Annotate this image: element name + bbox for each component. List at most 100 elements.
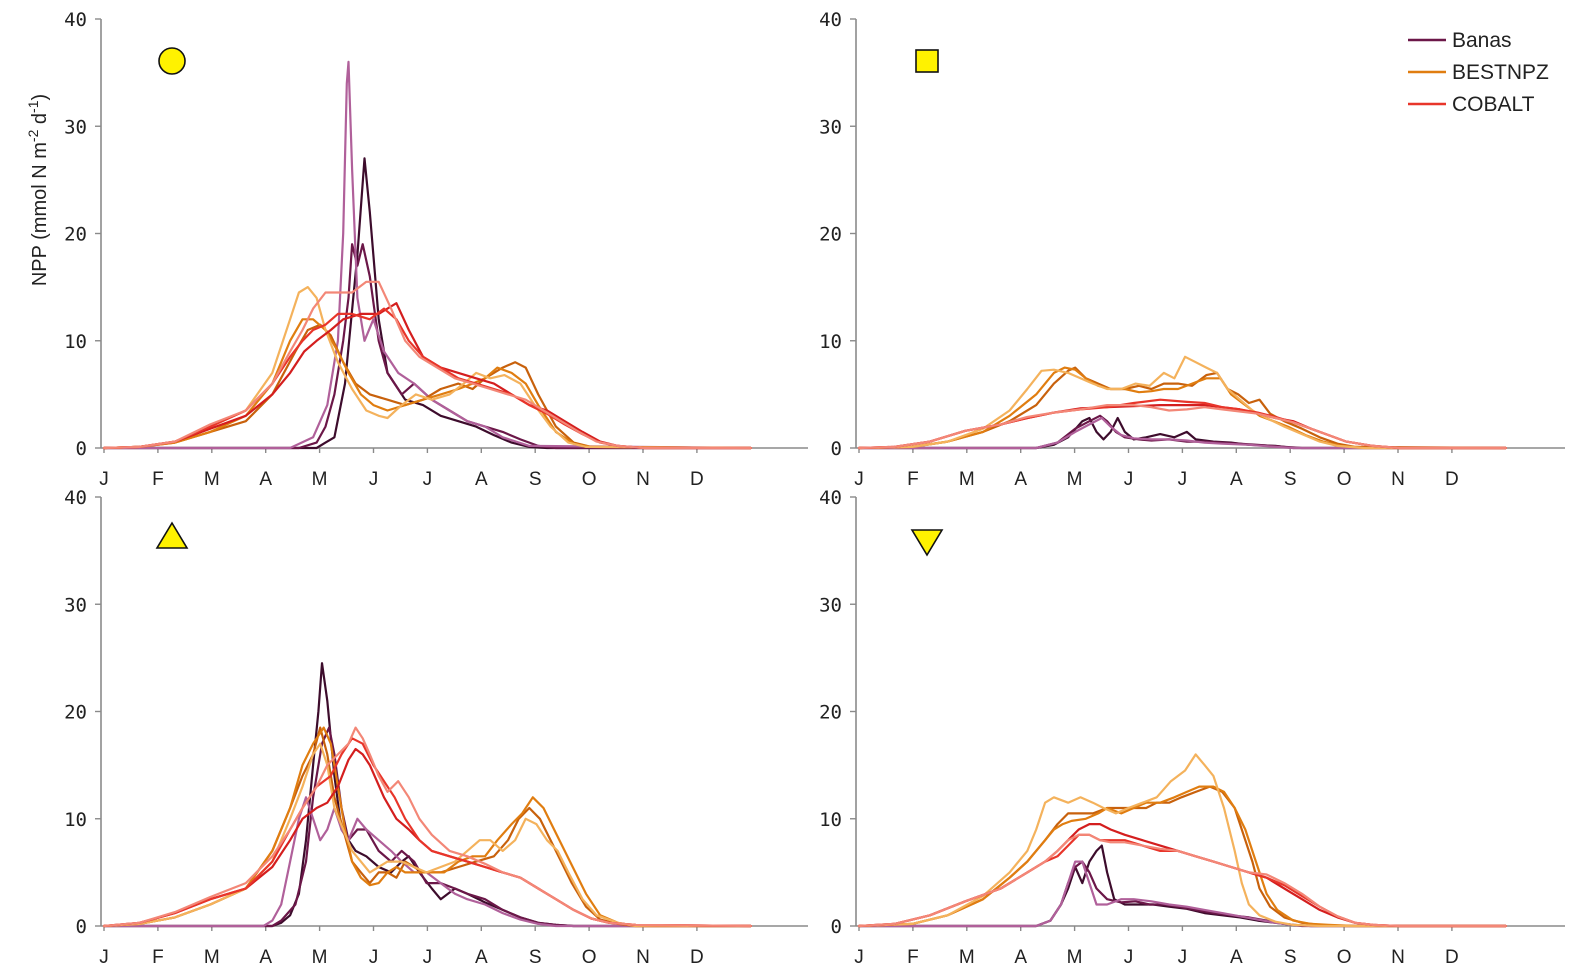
series-line-banas [102, 726, 752, 928]
series-line-bestnpz [102, 318, 752, 450]
ylabel-sup: -2 [25, 129, 41, 142]
series-line-bestnpz [102, 726, 752, 928]
legend-label: Banas [1452, 29, 1512, 52]
y-tick-label: 30 [819, 594, 842, 616]
month-label: M [204, 947, 220, 968]
y-tick-label: 0 [76, 916, 87, 938]
y-tick-label: 0 [831, 916, 842, 938]
y-axis-label: NPP (mmol N m-2 d-1) [25, 94, 51, 286]
series-line-bestnpz [857, 753, 1507, 928]
y-tick-label: 40 [819, 9, 842, 31]
series-line-banas [857, 414, 1507, 450]
month-label: J [854, 469, 864, 490]
y-tick-label: 30 [819, 116, 842, 138]
month-label: O [582, 469, 597, 490]
series-line-cobalt [857, 833, 1507, 928]
month-label: J [423, 469, 433, 490]
series-line-banas [102, 796, 752, 928]
month-label: N [636, 947, 650, 968]
month-label: M [1067, 469, 1083, 490]
month-label: M [1067, 947, 1083, 968]
series-line-cobalt [102, 280, 752, 450]
month-label: S [529, 469, 542, 490]
month-label: M [959, 469, 975, 490]
y-tick-label: 20 [64, 224, 87, 246]
y-tick-label: 10 [819, 809, 842, 831]
month-label: D [1445, 947, 1459, 968]
y-tick-label: 20 [819, 224, 842, 246]
month-label: J [369, 469, 379, 490]
month-label: J [369, 947, 379, 968]
month-label: A [475, 469, 488, 490]
legend-entry: Banas [1408, 29, 1512, 52]
month-label: J [1124, 947, 1134, 968]
series-line-bestnpz [102, 742, 752, 928]
month-label: D [1445, 469, 1459, 490]
series-line-cobalt [102, 737, 752, 928]
month-label: M [312, 947, 328, 968]
y-tick-label: 0 [831, 438, 842, 460]
series-line-banas [857, 844, 1507, 928]
month-label: N [1391, 947, 1405, 968]
legend-label: COBALT [1452, 93, 1535, 116]
month-label: O [1337, 469, 1352, 490]
month-label: A [259, 947, 272, 968]
series-line-cobalt [102, 747, 752, 928]
series-line-bestnpz [857, 366, 1507, 450]
month-label: J [854, 947, 864, 968]
series-line-bestnpz [102, 323, 752, 450]
y-tick-label: 40 [64, 9, 87, 31]
month-label: J [1178, 469, 1188, 490]
month-label: A [1230, 947, 1243, 968]
month-label: J [1124, 469, 1134, 490]
month-label: A [1230, 469, 1243, 490]
month-label: N [636, 469, 650, 490]
series-line-cobalt [102, 302, 752, 450]
series-line-banas [857, 860, 1507, 928]
series-line-banas [102, 157, 752, 450]
series-line-bestnpz [857, 366, 1507, 450]
y-tick-label: 20 [819, 702, 842, 724]
month-label: A [1014, 947, 1027, 968]
month-label: M [204, 469, 220, 490]
y-tick-label: 10 [819, 331, 842, 353]
month-label: J [99, 469, 109, 490]
series-line-bestnpz [102, 286, 752, 450]
month-label: A [475, 947, 488, 968]
panel-4: 0 10 20 30 40 J F M A M J J A S O N D [819, 487, 1565, 968]
month-label: S [1284, 469, 1297, 490]
month-label: S [529, 947, 542, 968]
legend: Banas BESTNPZ COBALT [1408, 29, 1549, 116]
ylabel-part: NPP (mmol N m [29, 142, 51, 286]
month-label: F [907, 947, 919, 968]
ylabel-sup: -1 [25, 100, 41, 113]
triangle-down-marker-icon [910, 529, 944, 557]
panel-3: 0 10 20 30 40 J F M A M J J A S O N D [64, 487, 808, 968]
y-tick-label: 10 [64, 331, 87, 353]
y-tick-label: 0 [76, 438, 87, 460]
month-label: F [152, 947, 164, 968]
ylabel-part: d [29, 113, 51, 130]
month-label: M [312, 469, 328, 490]
panel-1: 0 10 20 30 40 J F M A M J J A S O N D [64, 9, 808, 490]
month-label: D [690, 469, 704, 490]
legend-entry: COBALT [1408, 93, 1535, 116]
series-line-cobalt [102, 307, 752, 450]
panels-layer: 0 10 20 30 40 J F M A M J J A S O N D 0 10 20 30 40 J F M A M J J A S O… [64, 9, 1565, 968]
month-label: O [582, 947, 597, 968]
series-line-cobalt [102, 726, 752, 928]
circle-marker-icon [158, 47, 186, 75]
series-line-cobalt [857, 404, 1507, 450]
month-label: J [99, 947, 109, 968]
month-label: O [1337, 947, 1352, 968]
y-tick-label: 20 [64, 702, 87, 724]
month-label: S [1284, 947, 1297, 968]
y-tick-label: 10 [64, 809, 87, 831]
month-label: F [907, 469, 919, 490]
series-line-banas [102, 662, 752, 928]
triangle-up-marker-icon [155, 521, 189, 549]
series-line-banas [857, 860, 1507, 928]
month-label: J [423, 947, 433, 968]
series-line-bestnpz [857, 355, 1507, 450]
